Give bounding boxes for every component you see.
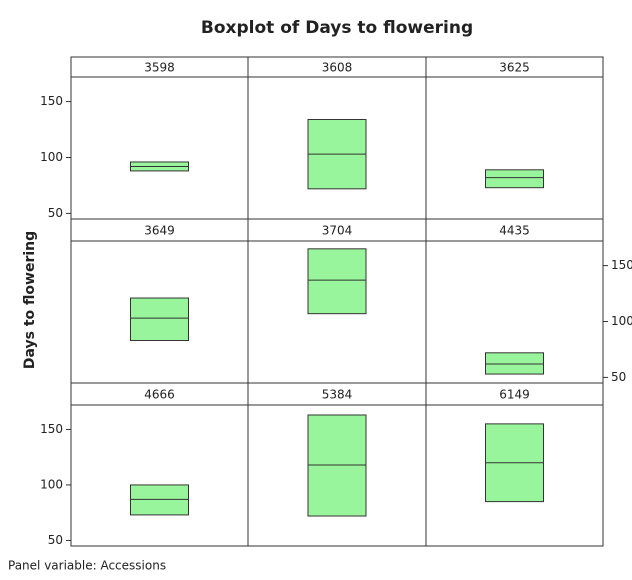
- y-tick-label: 100: [611, 314, 632, 328]
- panel-label: 3625: [499, 61, 530, 75]
- box: [485, 169, 544, 189]
- panel-frame: [70, 76, 249, 220]
- panel-frame: [425, 404, 604, 547]
- panel-label: 5384: [322, 388, 353, 402]
- y-tick-label: 150: [40, 94, 63, 108]
- panel-label: 3598: [144, 61, 175, 75]
- panel-label: 3649: [144, 224, 175, 238]
- y-tick-label: 150: [611, 258, 632, 272]
- box: [307, 414, 367, 517]
- y-tick-label: 100: [40, 150, 63, 164]
- y-axis-label: Days to flowering: [22, 231, 38, 369]
- box: [130, 297, 189, 342]
- panel-label: 6149: [499, 388, 530, 402]
- y-tick-label: 50: [611, 370, 626, 384]
- panel-label: 3704: [322, 224, 353, 238]
- box: [307, 248, 367, 315]
- footnote: Panel variable: Accessions: [8, 559, 166, 573]
- y-tick-label: 50: [48, 533, 63, 547]
- panel-frame: [70, 404, 249, 547]
- panel-frame: [425, 76, 604, 220]
- panel-label: 4435: [499, 224, 530, 238]
- panel-label: 3608: [322, 61, 353, 75]
- box: [485, 352, 544, 375]
- chart-title: Boxplot of Days to flowering: [201, 18, 473, 38]
- y-tick-label: 50: [48, 206, 63, 220]
- y-tick-label: 150: [40, 422, 63, 436]
- box: [130, 484, 189, 516]
- panel-label: 4666: [144, 388, 175, 402]
- y-tick-label: 100: [40, 477, 63, 491]
